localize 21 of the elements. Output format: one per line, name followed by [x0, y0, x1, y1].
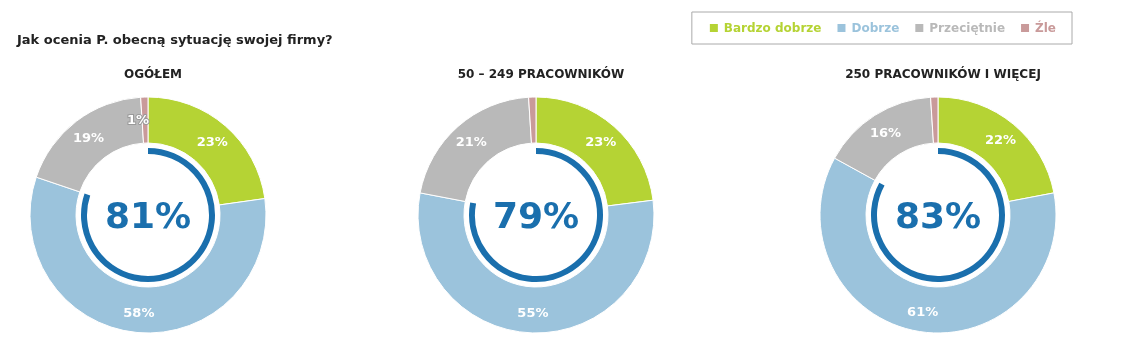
data-label: 55% — [517, 305, 549, 321]
data-label: 23% — [196, 133, 228, 149]
legend-label: Przeciętnie — [929, 21, 1006, 35]
text: 81% — [104, 194, 192, 236]
data-label: 23% — [585, 133, 617, 149]
data-label: 61% — [907, 304, 939, 320]
slice-label: OGÓŁEM — [123, 66, 183, 81]
text: 83% — [894, 194, 982, 236]
slice-label: 50 – 249 PRACOWNIKÓW — [457, 66, 625, 81]
legend-label: Dobrze — [851, 21, 900, 35]
text: 79% — [492, 194, 580, 236]
data-label: 21% — [455, 133, 487, 149]
legend-label: Źle — [1035, 20, 1056, 35]
text: Jak ocenia P. obecną sytuację swojej firmy? — [16, 32, 333, 47]
data-label: 16% — [869, 124, 902, 140]
slice-label: 250 PRACOWNIKÓW I WIĘCEJ — [845, 66, 1041, 81]
data-label: 58% — [123, 305, 155, 321]
data-label: 1% — [126, 111, 149, 127]
legend-label: Bardzo dobrze — [723, 21, 822, 35]
data-label: 22% — [984, 131, 1017, 147]
data-label: 19% — [72, 129, 104, 145]
